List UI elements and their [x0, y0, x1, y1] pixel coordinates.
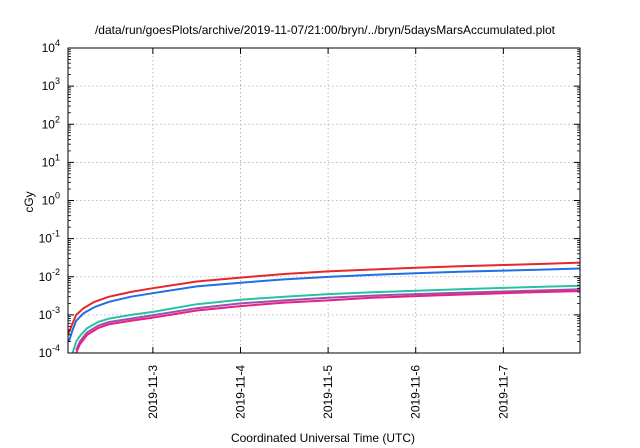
series-lines [68, 261, 580, 353]
x-tick-label: 2019-11-3 [146, 365, 160, 419]
y-tick-label: 10-4 [39, 343, 60, 360]
y-tick-label: 10-1 [39, 229, 60, 246]
y-tick-label: 102 [42, 114, 60, 131]
chart-title: /data/run/goesPlots/archive/2019-11-07/2… [95, 23, 556, 37]
y-axis-label: cGy [22, 191, 36, 212]
y-tick-label: 103 [42, 76, 60, 93]
series-line-3 [71, 284, 580, 353]
x-tick-label: 2019-11-5 [321, 365, 335, 419]
y-tick-label: 101 [42, 152, 60, 169]
y-tick-label: 10-2 [39, 267, 60, 284]
y-tick-label: 104 [42, 38, 60, 55]
x-axis-label: Coordinated Universal Time (UTC) [231, 431, 415, 445]
x-tick-label: 2019-11-7 [496, 365, 510, 419]
x-tick-label: 2019-11-4 [233, 365, 247, 419]
axes: 10-4 10-3 10-2 10-1 100 101 102 103 104 2019-11-3… [39, 38, 581, 419]
y-tick-label: 100 [42, 191, 60, 208]
plot-frame [67, 47, 581, 354]
series-line-5 [75, 290, 580, 353]
series-line-2 [68, 267, 580, 342]
grid-lines [68, 48, 580, 353]
series-line-4 [75, 288, 580, 351]
series-line-1 [68, 261, 580, 336]
x-tick-label: 2019-11-6 [409, 365, 423, 419]
y-tick-label: 10-3 [39, 305, 60, 322]
